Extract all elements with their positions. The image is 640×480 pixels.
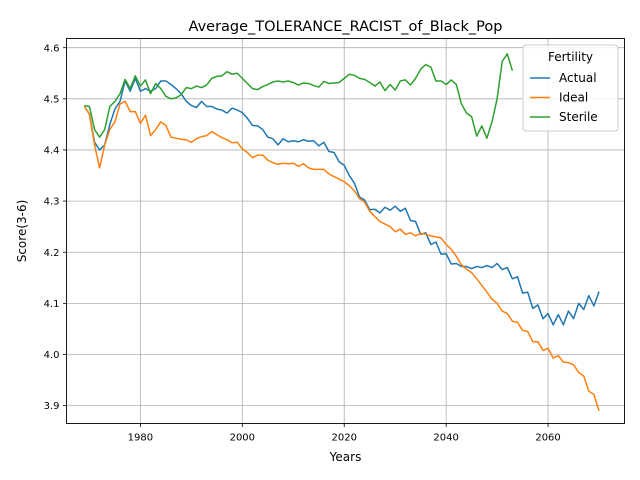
legend-title: Fertility — [548, 50, 593, 64]
y-tick-label: 4.4 — [44, 146, 60, 157]
x-tick-label: 1980 — [128, 433, 153, 444]
x-tick-label: 2020 — [331, 433, 356, 444]
y-axis-label: Score(3-6) — [15, 200, 29, 263]
x-axis-label: Years — [329, 450, 362, 464]
legend: Fertility Actual Ideal Sterile — [523, 45, 618, 131]
chart-title: Average_TOLERANCE_RACIST_of_Black_Pop — [189, 19, 503, 35]
legend-label-ideal: Ideal — [559, 91, 588, 105]
legend-label-sterile: Sterile — [559, 110, 598, 124]
x-tick-label: 2000 — [230, 433, 255, 444]
series-line-ideal — [84, 101, 599, 410]
y-tick-label: 4.0 — [44, 350, 60, 361]
y-tick-label: 4.2 — [44, 248, 60, 259]
y-tick-label: 4.3 — [44, 197, 60, 208]
y-tick-label: 4.5 — [44, 94, 60, 105]
y-tick-label: 3.9 — [44, 401, 60, 412]
series-line-actual — [84, 78, 599, 324]
y-tick-label: 4.6 — [44, 43, 60, 54]
y-tick-label: 4.1 — [44, 299, 60, 310]
series-lines — [84, 54, 599, 411]
legend-label-actual: Actual — [559, 71, 597, 85]
x-tick-label: 2040 — [433, 433, 458, 444]
x-tick-label: 2060 — [535, 433, 560, 444]
